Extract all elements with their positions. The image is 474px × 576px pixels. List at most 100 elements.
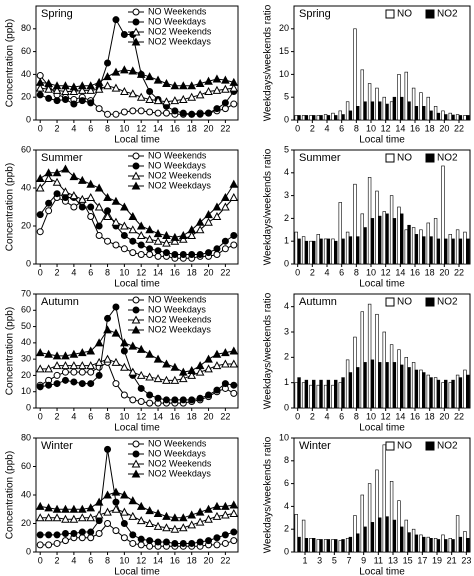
data-point [112, 110, 120, 118]
data-point [221, 539, 229, 547]
y-tick-label: 30 [21, 354, 31, 364]
data-point [45, 531, 53, 539]
bar [458, 238, 463, 265]
data-point [44, 78, 53, 88]
data-point [77, 361, 87, 370]
data-point [229, 346, 239, 355]
data-point [94, 84, 104, 93]
data-point [187, 510, 197, 519]
y-tick-label: 8 [284, 455, 289, 465]
bar [334, 240, 338, 265]
data-point [145, 372, 154, 381]
bar [360, 311, 364, 409]
x-tick-label: 12 [381, 267, 391, 277]
bar [433, 377, 438, 409]
y-tick-label: 40 [21, 182, 31, 192]
bar [345, 231, 350, 265]
panel-title: Spring [41, 8, 73, 20]
x-tick-label: 14 [395, 267, 405, 277]
bar [392, 519, 397, 553]
plot-frame [35, 149, 239, 265]
bar [312, 240, 316, 265]
bar [297, 536, 301, 553]
data-point [136, 516, 146, 525]
data-point [61, 504, 70, 513]
x-tick-label: 16 [170, 267, 180, 277]
data-point [120, 31, 128, 38]
bar [323, 539, 328, 553]
series-line [40, 522, 234, 547]
x-tick-label: 0 [38, 267, 43, 277]
data-point [112, 380, 120, 388]
x-tick-label: 14 [153, 411, 163, 421]
data-point [230, 528, 238, 536]
data-point [136, 230, 146, 239]
data-point [146, 391, 154, 399]
bar [400, 96, 404, 121]
data-point [213, 251, 221, 258]
data-point [212, 349, 222, 358]
legend-label: NO2 Weekends [148, 458, 212, 468]
bar [407, 367, 411, 409]
bar [404, 357, 408, 409]
x-axis-label: Local time [359, 279, 405, 290]
data-point [146, 399, 154, 407]
x-tick-label: 16 [410, 411, 420, 421]
data-point [86, 346, 96, 355]
y-tick-label: 4 [284, 167, 289, 177]
legend-marker [131, 171, 141, 180]
y-tick-label: 20 [21, 92, 31, 102]
data-point [137, 397, 145, 405]
x-tick-label: 19 [432, 555, 442, 565]
x-tick-label: 12 [136, 555, 146, 565]
y-tick-label: 2 [284, 524, 289, 534]
legend-label: NO2 [437, 297, 458, 308]
data-point [178, 230, 188, 239]
plot-frame [293, 5, 471, 121]
bar [463, 531, 467, 553]
x-tick-label: 18 [187, 267, 197, 277]
y-tick-label: 0 [26, 546, 31, 556]
data-point [69, 172, 79, 181]
plot-frame [35, 293, 239, 409]
data-point [120, 490, 129, 499]
data-point [154, 109, 162, 117]
data-point [95, 105, 103, 113]
bar [414, 534, 419, 553]
bar [404, 71, 408, 121]
data-point [69, 86, 79, 95]
data-point [53, 97, 61, 105]
data-point [120, 232, 128, 239]
data-point [154, 394, 162, 402]
data-point [221, 501, 230, 510]
data-point [129, 249, 137, 257]
bar [367, 303, 372, 409]
bar [400, 213, 404, 265]
data-point [61, 368, 69, 376]
bar [356, 106, 360, 121]
legend-marker [131, 325, 141, 334]
data-point [111, 217, 121, 226]
data-point [179, 251, 187, 258]
data-point [178, 523, 188, 532]
data-point [137, 241, 145, 249]
bar [294, 115, 298, 121]
bar [458, 377, 463, 409]
data-point [111, 328, 121, 337]
data-point [103, 507, 112, 516]
x-tick-label: 2 [55, 555, 60, 565]
legend-label: NO [397, 153, 412, 164]
data-point [61, 194, 69, 201]
bar [466, 238, 470, 265]
x-tick-label: 10 [366, 123, 376, 133]
data-point [146, 251, 154, 258]
data-point [61, 95, 69, 103]
bar [378, 362, 382, 409]
data-point [35, 501, 45, 510]
bar [407, 532, 411, 553]
bar [414, 234, 419, 265]
data-point [45, 207, 53, 215]
data-point [36, 72, 44, 80]
bar [348, 236, 353, 265]
